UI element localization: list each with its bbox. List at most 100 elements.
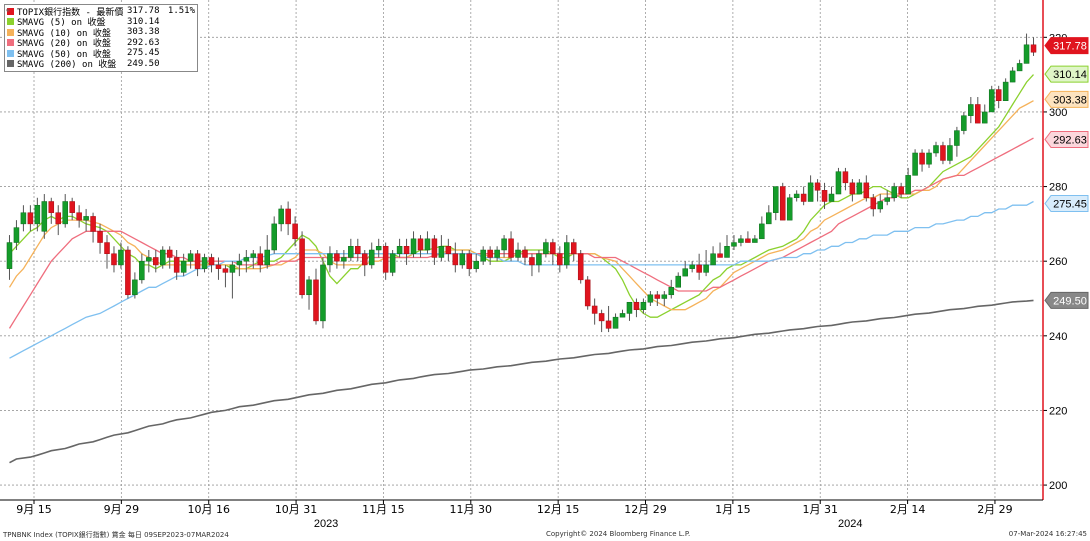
- candle-body: [389, 253, 396, 273]
- candle-body: [884, 197, 890, 202]
- candle-body: [995, 89, 1002, 101]
- candle-body: [557, 253, 563, 266]
- legend-grip-icon[interactable]: ⊕: [6, 7, 10, 14]
- candle-body: [278, 208, 284, 225]
- candle-body: [417, 238, 424, 251]
- legend-label: SMAVG (20) on 收盤: [17, 39, 111, 50]
- y-tick-label: 280: [1049, 182, 1067, 194]
- sma-line: [9, 299, 1034, 464]
- candle-body: [626, 301, 633, 314]
- candle-body: [522, 249, 528, 258]
- candle-body: [933, 145, 939, 154]
- candle-body: [1030, 44, 1037, 53]
- candle-body: [591, 305, 598, 314]
- legend-change: 1.51%: [167, 6, 195, 17]
- sma-line: [8, 137, 1034, 329]
- legend-item[interactable]: SMAVG (50) on 收盤 275.45: [7, 48, 195, 60]
- candle-body: [828, 193, 835, 202]
- candle-body: [473, 260, 479, 269]
- legend-item[interactable]: SMAVG (20) on 收盤 292.63: [7, 38, 195, 49]
- candle-body: [285, 208, 291, 225]
- candle-body: [487, 249, 493, 258]
- candle-body: [675, 275, 681, 288]
- candle-body: [341, 257, 347, 262]
- candle-body: [480, 249, 486, 262]
- legend-value: 275.45: [127, 48, 160, 59]
- candle-body: [445, 246, 452, 254]
- x-tick-label: 11月 30: [450, 503, 493, 516]
- candle-body: [62, 201, 68, 225]
- candle-body: [375, 246, 382, 251]
- candle-body: [229, 264, 236, 273]
- x-tick-label: 2月 14: [890, 503, 926, 516]
- candle-body: [13, 227, 20, 243]
- legend-label: SMAVG (10) on 收盤: [17, 28, 111, 39]
- candle-body: [668, 287, 675, 296]
- candle-body: [835, 171, 842, 195]
- legend-item[interactable]: SMAVG (5) on 收盤 310.14: [7, 17, 195, 28]
- candle-body: [605, 320, 612, 329]
- candle-body: [752, 238, 758, 243]
- candle-body: [501, 238, 507, 251]
- candle-body: [27, 212, 34, 225]
- candle-body: [368, 249, 375, 266]
- candle-body: [410, 238, 417, 254]
- candle-body: [919, 152, 925, 165]
- candle-body: [452, 253, 459, 266]
- y-tick-label: 300: [1049, 107, 1067, 119]
- candle-body: [264, 249, 270, 266]
- candle-body: [543, 242, 549, 254]
- candle-body: [515, 249, 521, 258]
- chart-legend[interactable]: ⊕ TOPIX銀行指数 - 最新價 317.78 1.51% SMAVG (5) on…: [4, 4, 198, 72]
- x-tick-label: 10月 31: [275, 503, 318, 516]
- candle-body: [313, 279, 319, 322]
- candle-body: [271, 223, 277, 251]
- candle-body: [118, 249, 124, 266]
- candle-body: [362, 253, 368, 266]
- candle-body: [961, 115, 967, 131]
- candle-body: [6, 242, 13, 269]
- candle-body: [821, 190, 828, 202]
- candle-body: [90, 216, 96, 232]
- candle-body: [619, 313, 626, 318]
- x-tick-label: 9月 29: [104, 503, 140, 516]
- legend-item[interactable]: SMAVG (10) on 收盤 303.38: [7, 27, 195, 39]
- candle-body: [194, 253, 201, 269]
- legend-swatch: [7, 49, 14, 57]
- candle-body: [724, 246, 730, 258]
- candle-body: [814, 182, 821, 191]
- candle-body: [173, 257, 180, 273]
- candle-body: [257, 253, 264, 266]
- candle-body: [132, 279, 138, 296]
- legend-item[interactable]: SMAVG (200) on 收盤 249.50: [7, 59, 195, 70]
- candle-body: [877, 201, 884, 210]
- candle-body: [633, 301, 640, 310]
- candle-body: [800, 193, 807, 202]
- candle-body: [508, 238, 514, 258]
- candle-body: [431, 238, 438, 258]
- candle-body: [139, 260, 145, 281]
- legend-value: 292.63: [127, 37, 160, 48]
- candle-body: [97, 231, 103, 243]
- y-tick-label: 200: [1049, 480, 1067, 492]
- candle-body: [111, 253, 117, 266]
- last-value-label: 275.45: [1053, 199, 1087, 211]
- candle-body: [125, 249, 131, 296]
- candle-body: [382, 246, 389, 273]
- legend-item[interactable]: TOPIX銀行指数 - 最新價 317.78 1.51%: [7, 6, 195, 18]
- candle-body: [793, 193, 800, 199]
- candle-body: [779, 186, 786, 221]
- legend-swatch: [7, 60, 14, 68]
- candle-body: [968, 104, 974, 116]
- candle-body: [849, 182, 856, 195]
- candle-body: [1016, 63, 1023, 72]
- candle-body: [717, 253, 723, 258]
- candle-body: [550, 242, 556, 254]
- candle-body: [180, 260, 187, 273]
- candle-body: [320, 264, 326, 322]
- last-value-tag: [1044, 65, 1089, 83]
- legend-label: SMAVG (200) on 收盤: [17, 60, 117, 71]
- legend-value: 303.38: [127, 27, 160, 38]
- candle-body: [494, 249, 500, 258]
